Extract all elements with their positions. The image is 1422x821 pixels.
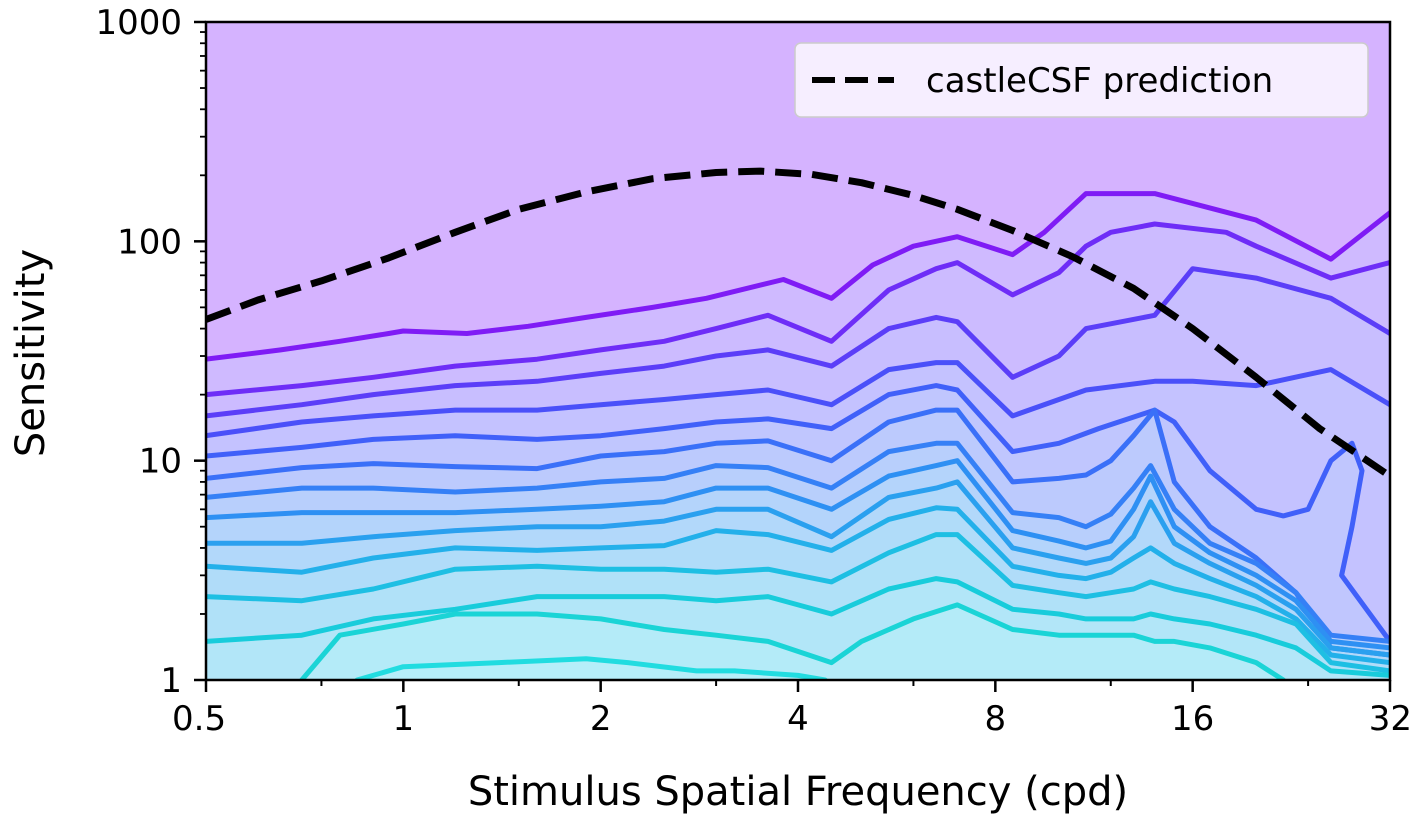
y-axis-label: Sensitivity bbox=[8, 249, 54, 457]
x-tick-label: 32 bbox=[1369, 699, 1412, 739]
x-tick-label: 0.5 bbox=[172, 699, 226, 739]
x-tick-label: 4 bbox=[787, 699, 809, 739]
x-axis: 0.5 1 2 4 8 16 32 bbox=[172, 680, 1412, 739]
x-tick-label: 16 bbox=[1171, 699, 1214, 739]
legend-entry-castlecsf: castleCSF prediction bbox=[926, 61, 1273, 101]
y-tick-label: 10 bbox=[139, 442, 182, 482]
y-tick-label: 100 bbox=[117, 222, 182, 262]
y-tick-label: 1000 bbox=[95, 3, 182, 43]
x-tick-label: 8 bbox=[985, 699, 1007, 739]
x-tick-label: 1 bbox=[393, 699, 415, 739]
x-tick-label: 2 bbox=[590, 699, 612, 739]
y-axis: 1 10 100 1000 bbox=[95, 3, 206, 701]
legend: castleCSF prediction bbox=[795, 43, 1368, 117]
y-tick-label: 1 bbox=[160, 661, 182, 701]
x-axis-label: Stimulus Spatial Frequency (cpd) bbox=[468, 769, 1128, 815]
